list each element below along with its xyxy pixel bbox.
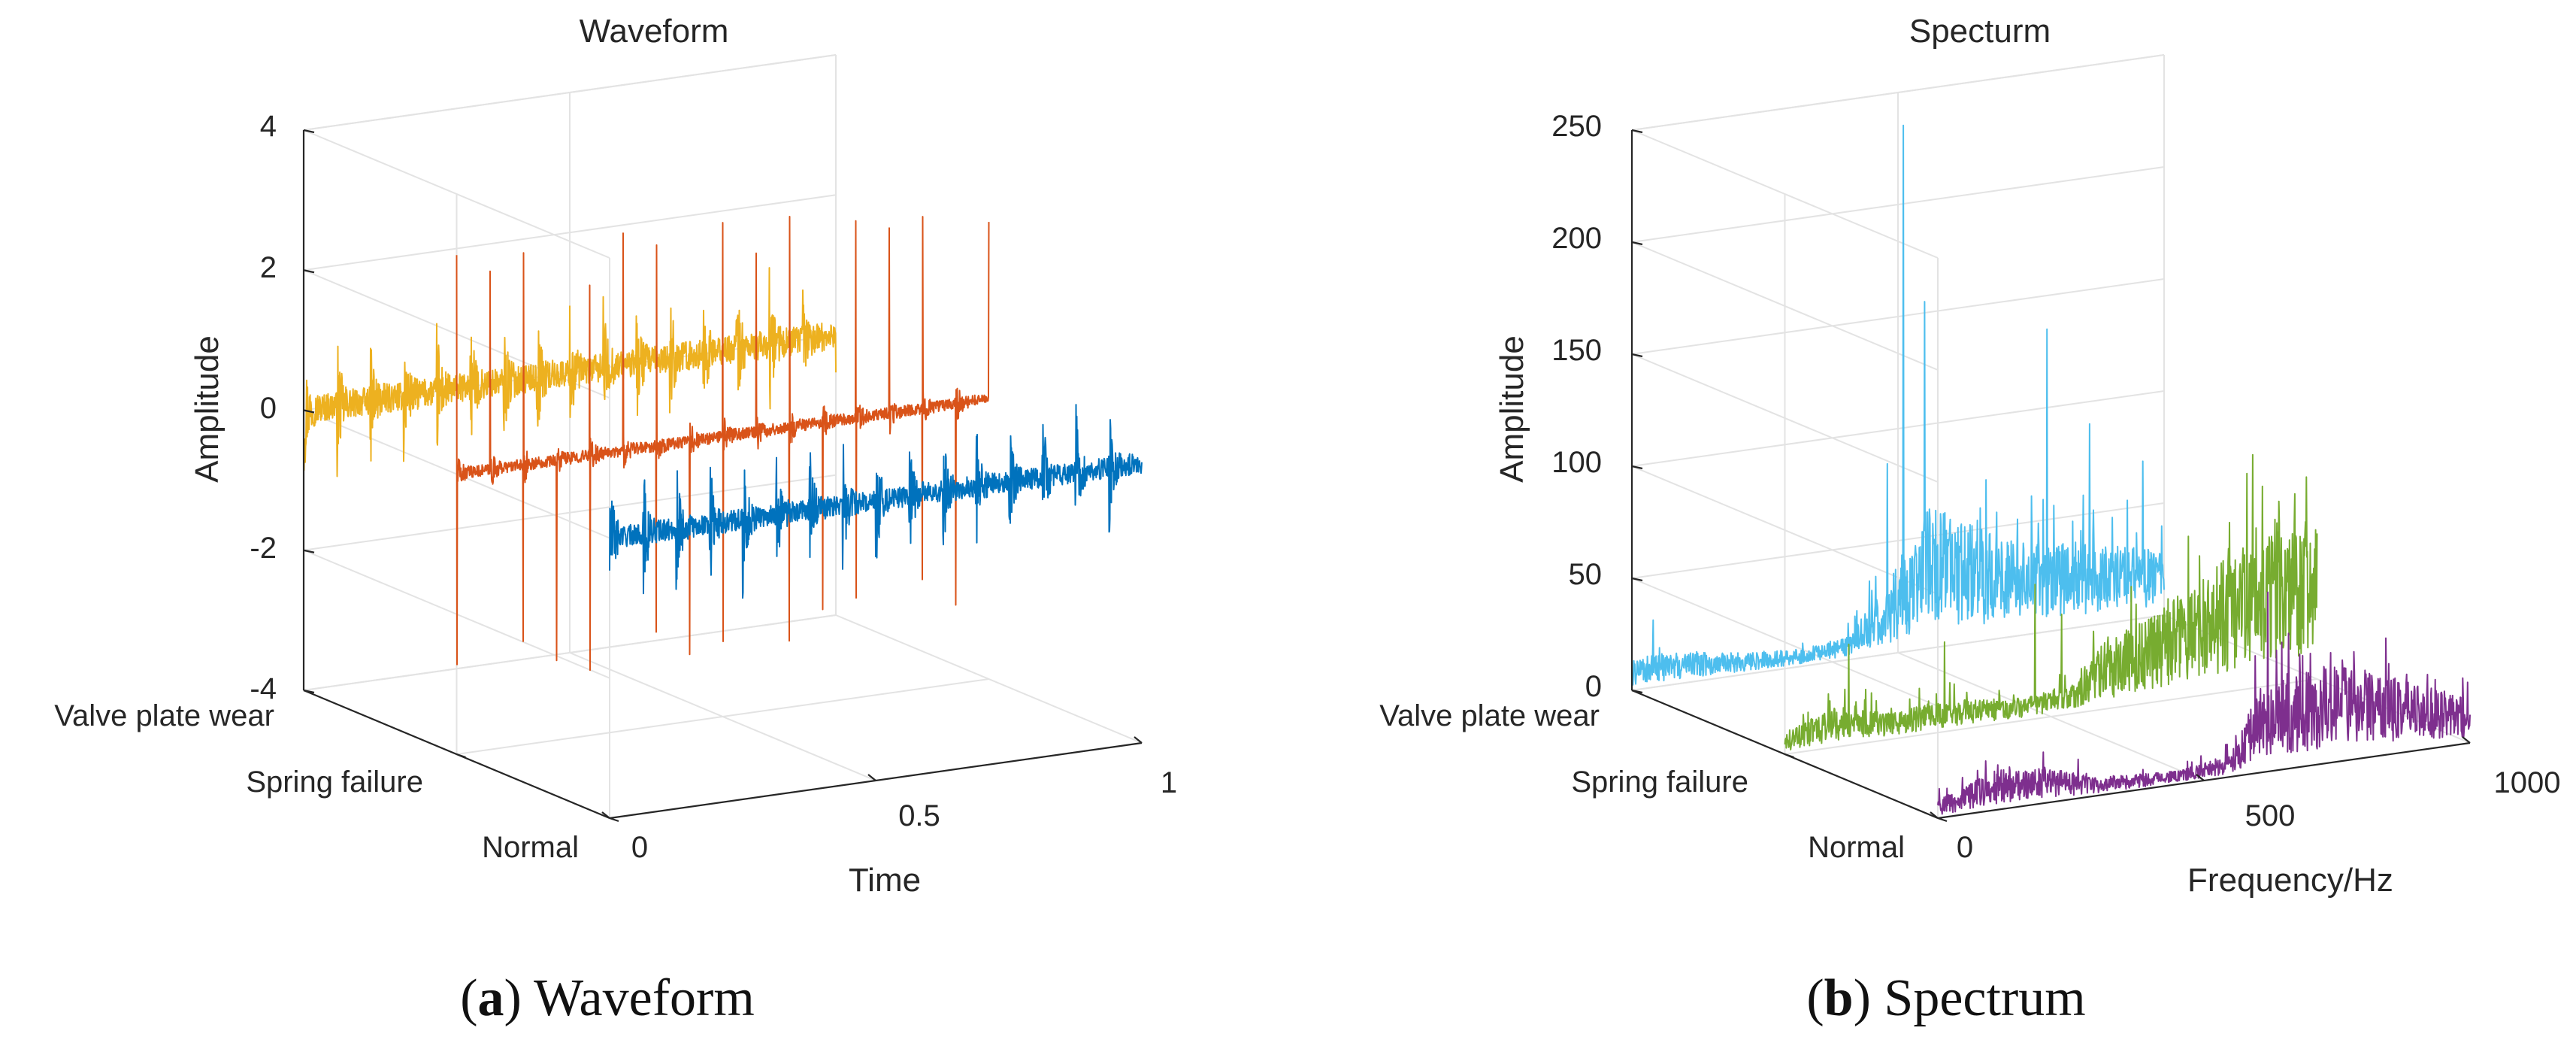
caption-waveform-letter: a [478,969,504,1027]
spectrum-grid-line [1631,502,2165,579]
spectrum-z-tick [1631,353,1643,358]
spectrum-z-tick [1631,465,1643,470]
spectrum-y-category-label: Normal [1808,831,1905,864]
caption-waveform-text: Waveform [534,969,755,1027]
spectrum-y-category-label: Spring failure [1571,766,1748,799]
waveform-z-tick-label: 0 [260,392,277,425]
spectrum-series-line [1784,453,2318,750]
waveform-grid-line [456,678,989,755]
spectrum-traces [1631,124,2471,815]
spectrum-y-category-label: Valve plate wear [1379,699,1600,732]
spectrum-x-tick-label: 500 [2245,799,2296,832]
waveform-grid-line [303,54,837,131]
spectrum-x-axis-title: Frequency/Hz [2187,862,2393,899]
spectrum-x-tick-label: 0 [1957,831,1973,864]
waveform-x-axis-title: Time [849,862,921,899]
caption-spectrum-text: Spectrum [1884,969,2085,1027]
waveform-z-tick-label: -2 [250,532,277,565]
spectrum-series-line [1937,591,2471,815]
waveform-grid-line [303,614,837,691]
waveform-chart-title: Waveform [580,13,729,50]
waveform-y-category-label: Normal [482,831,579,864]
spectrum-x-tick-label: 1000 [2494,766,2561,799]
waveform-z-tick [303,269,315,274]
waveform-traces [303,216,1143,672]
waveform-x-tick-label: 0 [631,831,648,864]
spectrum-z-tick-label: 0 [1585,670,1602,703]
spectrum-z-tick [1631,577,1643,582]
spectrum-z-tick-label: 100 [1551,446,1602,479]
caption-waveform: (a) Waveform [460,969,755,1027]
waveform-z-tick-label: 4 [260,110,277,143]
waveform-z-tick [303,549,315,553]
waveform-series-line [456,216,990,672]
waveform-y-tick [303,689,313,695]
waveform-panel: Waveform Amplitude Time 4 2 0 -2 -4 0 0.… [54,13,1177,899]
caption-spectrum: (b) Spectrum [1806,969,2085,1027]
spectrum-grid-line [1631,353,1939,483]
spectrum-grid-line [1631,614,2165,691]
waveform-x-tick-label: 1 [1161,766,1177,799]
waveform-z-axis-title: Amplitude [189,335,226,483]
spectrum-series-line [1631,124,2165,686]
spectrum-z-tick [1631,241,1643,246]
waveform-y-tick [456,753,466,759]
spectrum-grid-line [1631,278,2165,355]
waveform-z-tick [303,409,315,414]
waveform-x-tick [1134,736,1143,744]
waveform-z-tick-label: -4 [250,672,277,705]
spectrum-y-tick [1631,689,1642,695]
waveform-grid-line [303,194,837,271]
spectrum-x-tick [1930,811,1939,819]
spectrum-grid-line [1631,166,2165,243]
spectrum-grid-line [1631,390,2165,467]
spectrum-z-tick-label: 250 [1551,110,1602,143]
spectrum-z-axis-title: Amplitude [1494,335,1530,483]
waveform-series-line [303,267,837,478]
spectrum-z-tick-label: 200 [1551,222,1602,255]
waveform-x-tick-label: 0.5 [898,799,940,832]
waveform-y-category-label: Valve plate wear [54,699,274,732]
spectrum-panel: Specturm Amplitude Frequency/Hz 250 200 … [1379,13,2560,899]
waveform-axes [302,129,1143,823]
spectrum-grid-line [1784,678,2317,755]
waveform-y-category-label: Spring failure [246,766,423,799]
waveform-x-tick [601,811,610,819]
waveform-grid-line [303,129,610,259]
spectrum-grid-line [1631,54,2165,131]
spectrum-grid-line [1631,578,1939,707]
spectrum-z-tick-label: 150 [1551,334,1602,367]
waveform-y-tick [609,817,619,823]
spectrum-y-tick [1937,817,1948,823]
spectrum-x-tick [2462,736,2471,744]
spectrum-z-tick-label: 50 [1569,558,1603,591]
spectrum-x-tick [2196,774,2205,781]
spectrum-chart-title: Specturm [1909,13,2051,50]
waveform-grid-line [303,474,837,551]
spectrum-y-tick [1784,753,1794,759]
spectrum-grid-line [1631,129,1939,259]
waveform-z-tick-label: 2 [260,251,277,284]
waveform-series-line [609,404,1143,599]
caption-spectrum-letter: b [1824,969,1854,1027]
waveform-z-tick [303,129,315,134]
spectrum-z-tick [1631,129,1643,134]
spectrum-axes [1630,129,2471,823]
spectrum-grid-line [1631,241,1939,371]
waveform-x-tick [867,774,876,781]
